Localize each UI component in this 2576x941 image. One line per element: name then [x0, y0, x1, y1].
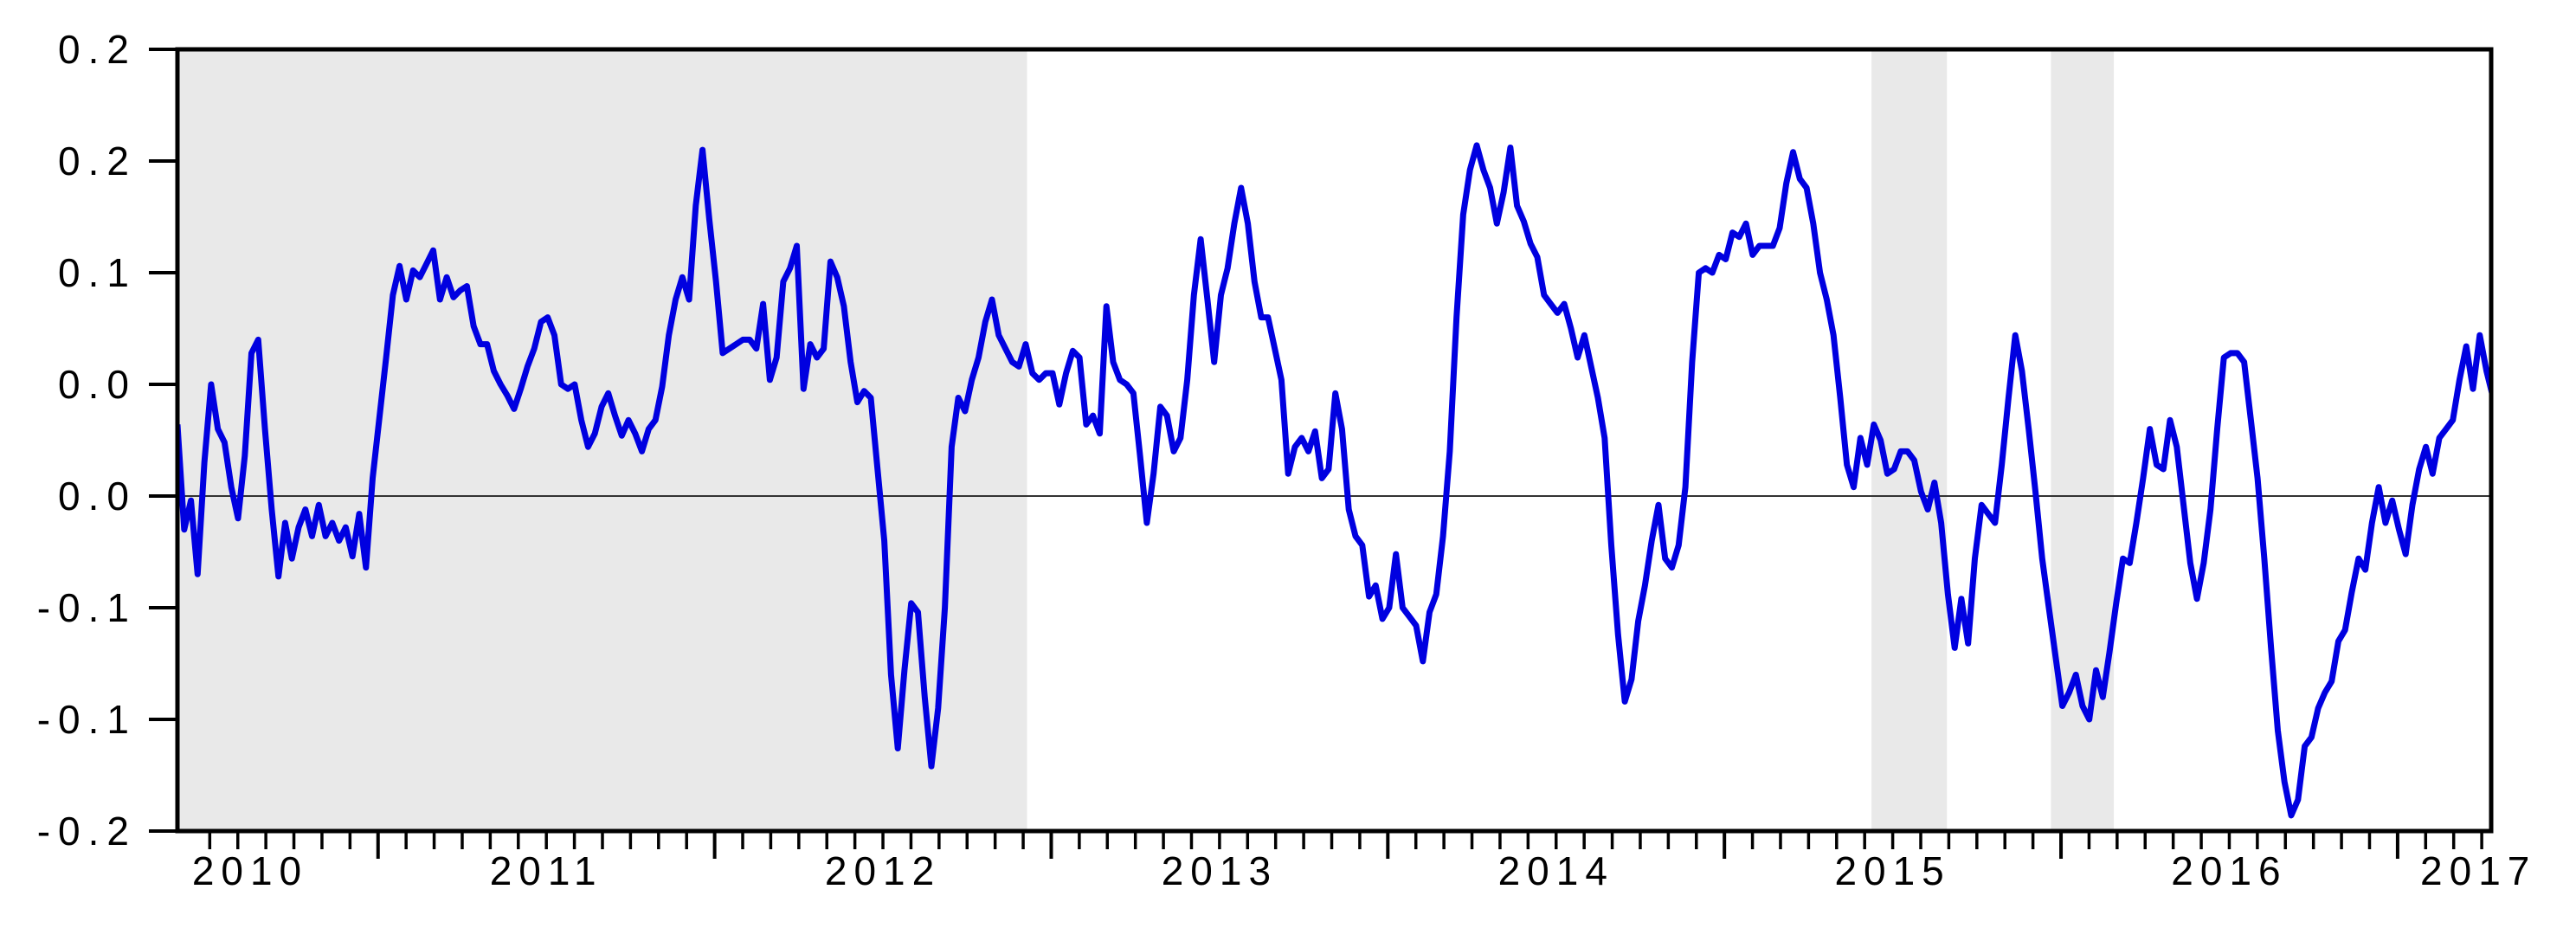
series-layer: [177, 142, 2491, 819]
y-axis-tick-label: 0.0: [58, 362, 137, 407]
x-axis-year-label: 2015: [1834, 848, 1950, 893]
y-axis-tick-label: 0.0: [58, 474, 137, 519]
plot-border-layer: [175, 47, 2494, 834]
x-axis-year-label: 2012: [825, 848, 941, 893]
y-axis-tick-label: 0.2: [58, 139, 137, 184]
y-axis-tick-label: 0.1: [58, 250, 137, 295]
y-axis-tick-label: -0.1: [37, 585, 137, 630]
shaded-bands-layer: [177, 49, 2115, 831]
x-axis-year-label: 2017: [2420, 848, 2536, 893]
shaded-band: [2051, 49, 2115, 831]
shaded-band: [1871, 49, 1948, 831]
x-axis-year-label: 2014: [1498, 848, 1614, 893]
x-axis-year-label: 2016: [2171, 848, 2287, 893]
axis-ticks-layer: [149, 48, 2483, 859]
series-line: [177, 142, 2491, 819]
x-axis-year-label: 2011: [490, 848, 603, 893]
y-axis-tick-label: -0.2: [37, 809, 137, 854]
plot-border: [175, 47, 2494, 834]
x-axis-year-label: 2013: [1162, 848, 1278, 893]
axis-labels-layer: 0.2 0.2 0.1 0.0 0.0 -0.1 -0.1 -0.2 2010 2011 2012 2…: [37, 27, 2536, 893]
y-axis-tick-label: 0.2: [58, 27, 137, 72]
x-axis-year-label: 2010: [192, 848, 308, 893]
y-axis-tick-label: -0.1: [37, 697, 137, 742]
shaded-band: [177, 49, 1027, 831]
